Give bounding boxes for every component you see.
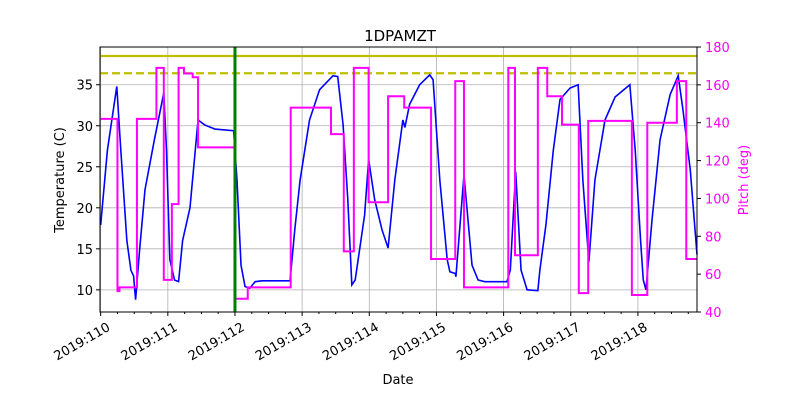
- y2-tick-label: 140: [705, 117, 730, 132]
- x-tick-label: 2019:118: [589, 320, 650, 364]
- y-tick-label: 25: [76, 161, 93, 176]
- axes: 2019:110 2019:111 2019:112 2019:113 2019:114…: [52, 41, 730, 364]
- y2-tick-label: 100: [705, 192, 730, 207]
- y-tick-label: 15: [76, 243, 93, 258]
- y-tick-label: 35: [76, 79, 93, 94]
- x-tick-label: 2019:113: [253, 320, 314, 364]
- chart-title: 1DPAMZT: [364, 27, 437, 45]
- x-tick-label: 2019:116: [455, 320, 516, 364]
- grid: [100, 47, 697, 312]
- y-tick-label: 20: [76, 202, 93, 217]
- y2-tick-label: 80: [705, 230, 722, 245]
- x-axis-label: Date: [382, 373, 413, 388]
- y2-tick-label: 180: [705, 41, 730, 56]
- y2-tick-label: 160: [705, 79, 730, 94]
- y2-axis-label: Pitch (deg): [737, 145, 752, 215]
- y2-tick-label: 60: [705, 268, 722, 283]
- x-tick-label: 2019:114: [320, 320, 381, 364]
- y-tick-label: 10: [76, 284, 93, 299]
- x-tick-label: 2019:117: [522, 320, 583, 364]
- y-axis-label: Temperature (C): [53, 127, 68, 234]
- y-tick-label: 30: [76, 120, 93, 135]
- x-tick-label: 2019:115: [387, 320, 448, 364]
- x-tick-label: 2019:111: [119, 320, 180, 364]
- x-tick-label: 2019:110: [52, 320, 113, 364]
- plot-frame: [99, 46, 698, 313]
- x-tick-label: 2019:112: [186, 320, 247, 364]
- y2-tick-label: 120: [705, 155, 730, 170]
- series: [99, 47, 698, 312]
- y2-tick-label: 40: [705, 306, 722, 321]
- pitch-line: [100, 66, 697, 300]
- temperature-line: [99, 72, 698, 300]
